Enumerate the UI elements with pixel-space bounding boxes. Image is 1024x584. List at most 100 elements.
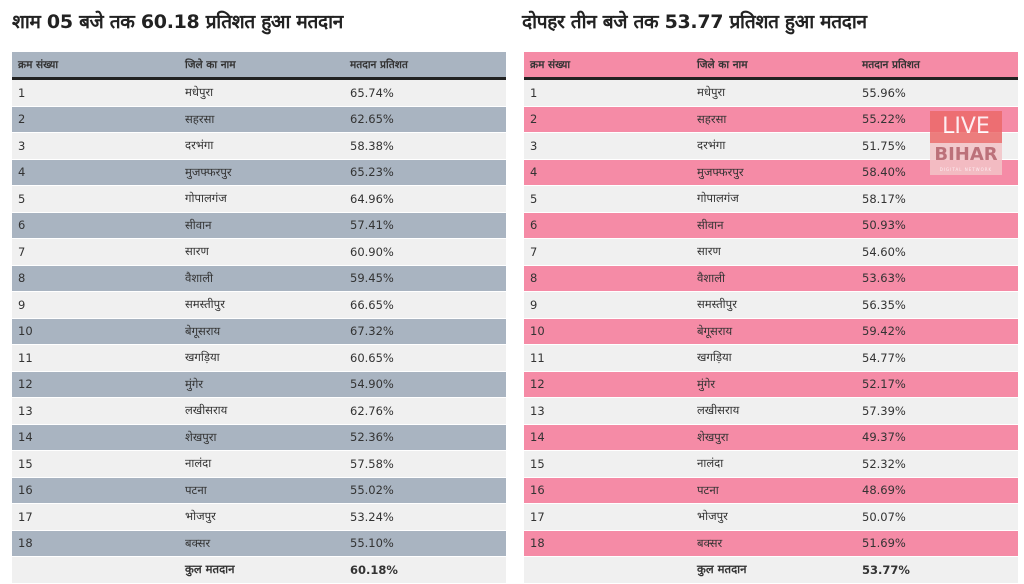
table-cell: मधेपुरा <box>691 78 856 107</box>
table-cell: 2 <box>524 106 691 133</box>
table-row: 15 नालंदा 52.32% <box>524 450 1018 478</box>
table-cell: वैशाली <box>691 265 856 292</box>
table-cell: 11 <box>12 344 179 372</box>
table-row: 10 बेगूसराय 59.42% <box>524 318 1018 345</box>
table-row: 12 मुंगेर 54.90% <box>12 371 506 398</box>
table-cell: 56.35% <box>856 291 1018 319</box>
table-cell: 6 <box>12 212 179 239</box>
table-cell: 55.10% <box>344 530 506 557</box>
table-cell: 57.41% <box>344 212 506 239</box>
left-title: शाम 05 बजे तक 60.18 प्रतिशत हुआ मतदान <box>12 11 343 33</box>
table-cell: दरभंगा <box>179 132 344 160</box>
table-cell: बक्सर <box>179 530 344 557</box>
table-cell: 7 <box>12 238 179 266</box>
table-row: 7 सारण 54.60% <box>524 238 1018 266</box>
table-cell: 59.42% <box>856 318 1018 345</box>
table-cell: मुंगेर <box>691 371 856 398</box>
table-cell: 5 <box>12 185 179 213</box>
table-cell: 54.90% <box>344 371 506 398</box>
table-cell: बेगूसराय <box>179 318 344 345</box>
total-row: कुल मतदान 53.77% <box>524 556 1018 584</box>
total-cell: 60.18% <box>344 556 506 584</box>
table-cell: बक्सर <box>691 530 856 557</box>
table-cell: गोपालगंज <box>179 185 344 213</box>
table-row: 14 शेखपुरा 49.37% <box>524 424 1018 451</box>
column-header: मतदान प्रतिशत <box>344 52 506 80</box>
table-cell: मुंगेर <box>179 371 344 398</box>
table-row: 13 लखीसराय 57.39% <box>524 397 1018 425</box>
table-row: 7 सारण 60.90% <box>12 238 506 266</box>
table-row: 9 समस्तीपुर 66.65% <box>12 291 506 319</box>
table-row: 5 गोपालगंज 64.96% <box>12 185 506 213</box>
table-cell: 6 <box>524 212 691 239</box>
table-row: 5 गोपालगंज 58.17% <box>524 185 1018 213</box>
table-cell: 4 <box>524 159 691 186</box>
table-cell: सीवान <box>691 212 856 239</box>
table-cell: 18 <box>12 530 179 557</box>
table-cell: 64.96% <box>344 185 506 213</box>
table-cell: 55.96% <box>856 78 1018 107</box>
table-cell: 3 <box>12 132 179 160</box>
left-turnout-table: क्रम संख्या जिले का नाम मतदान प्रतिशत 1 मधेप… <box>12 52 506 584</box>
table-header: क्रम संख्या जिले का नाम मतदान प्रतिशत <box>12 52 506 80</box>
table-cell: सारण <box>691 238 856 266</box>
table-cell: 62.76% <box>344 397 506 425</box>
table-cell: 10 <box>12 318 179 345</box>
table-row: 8 वैशाली 53.63% <box>524 265 1018 292</box>
table-cell: 11 <box>524 344 691 372</box>
table-row: 6 सीवान 50.93% <box>524 212 1018 239</box>
table-cell: पटना <box>179 477 344 504</box>
table-cell: 2 <box>12 106 179 133</box>
total-cell <box>524 556 691 584</box>
table-cell: 9 <box>524 291 691 319</box>
table-cell: 12 <box>524 371 691 398</box>
table-cell: नालंदा <box>179 450 344 478</box>
table-cell: 67.32% <box>344 318 506 345</box>
table-cell: 5 <box>524 185 691 213</box>
table-cell: सीवान <box>179 212 344 239</box>
table-row: 6 सीवान 57.41% <box>12 212 506 239</box>
table-cell: 65.23% <box>344 159 506 186</box>
table-cell: 60.65% <box>344 344 506 372</box>
column-header: क्रम संख्या <box>12 52 179 80</box>
table-cell: नालंदा <box>691 450 856 478</box>
table-row: 18 बक्सर 51.69% <box>524 530 1018 557</box>
table-cell: लखीसराय <box>691 397 856 425</box>
table-cell: 12 <box>12 371 179 398</box>
table-cell: 54.60% <box>856 238 1018 266</box>
table-cell: भोजपुर <box>179 503 344 531</box>
table-cell: 60.90% <box>344 238 506 266</box>
table-header: क्रम संख्या जिले का नाम मतदान प्रतिशत <box>524 52 1018 80</box>
table-cell: 15 <box>524 450 691 478</box>
table-cell: 66.65% <box>344 291 506 319</box>
table-cell: वैशाली <box>179 265 344 292</box>
table-cell: पटना <box>691 477 856 504</box>
table-cell: 54.77% <box>856 344 1018 372</box>
live-bihar-logo: LIVE BIHAR DIGITAL NETWORK <box>930 111 1002 181</box>
table-row: 17 भोजपुर 53.24% <box>12 503 506 531</box>
table-row: 1 मधेपुरा 65.74% <box>12 78 506 107</box>
table-row: 12 मुंगेर 52.17% <box>524 371 1018 398</box>
table-cell: मधेपुरा <box>179 78 344 107</box>
table-row: 14 शेखपुरा 52.36% <box>12 424 506 451</box>
table-cell: सहरसा <box>691 106 856 133</box>
table-cell: शेखपुरा <box>179 424 344 451</box>
table-row: 3 दरभंगा 58.38% <box>12 132 506 160</box>
table-cell: मुजफ्फरपुर <box>691 159 856 186</box>
table-row: 11 खगड़िया 54.77% <box>524 344 1018 372</box>
table-row: 18 बक्सर 55.10% <box>12 530 506 557</box>
table-cell: 57.58% <box>344 450 506 478</box>
table-cell: 18 <box>524 530 691 557</box>
table-cell: 3 <box>524 132 691 160</box>
table-row: 10 बेगूसराय 67.32% <box>12 318 506 345</box>
table-cell: 52.36% <box>344 424 506 451</box>
table-cell: 52.17% <box>856 371 1018 398</box>
table-cell: 55.02% <box>344 477 506 504</box>
table-cell: दरभंगा <box>691 132 856 160</box>
total-cell: कुल मतदान <box>691 556 856 584</box>
table-row: 16 पटना 48.69% <box>524 477 1018 504</box>
table-cell: 53.63% <box>856 265 1018 292</box>
table-cell: 50.93% <box>856 212 1018 239</box>
table-cell: 4 <box>12 159 179 186</box>
table-cell: भोजपुर <box>691 503 856 531</box>
